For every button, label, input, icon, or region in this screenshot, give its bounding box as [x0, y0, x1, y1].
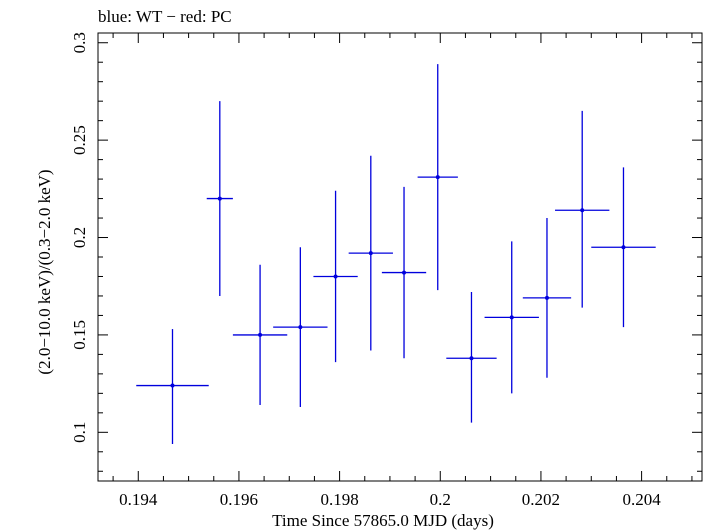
- data-point: [136, 329, 209, 444]
- data-point: [591, 167, 656, 328]
- x-tick-label: 0.204: [622, 490, 661, 509]
- data-marker: [170, 383, 175, 388]
- data-point: [555, 110, 610, 308]
- y-axis-label: (2.0−10.0 keV)/(0.3−2.0 keV): [35, 169, 54, 374]
- data-point: [417, 64, 458, 291]
- data-marker: [580, 208, 585, 213]
- data-point: [232, 264, 288, 406]
- y-tick-label: 0.3: [70, 32, 89, 53]
- data-point: [381, 186, 427, 359]
- data-marker: [509, 315, 514, 320]
- data-point: [522, 218, 572, 378]
- data-point: [348, 155, 393, 351]
- data-points: [136, 64, 656, 444]
- data-marker: [544, 295, 549, 300]
- x-tick-label: 0.2: [430, 490, 451, 509]
- data-marker: [402, 270, 407, 275]
- data-marker: [298, 325, 303, 330]
- x-tick-label: 0.196: [220, 490, 258, 509]
- data-point: [206, 101, 233, 296]
- x-tick-label: 0.194: [119, 490, 158, 509]
- data-point: [273, 247, 328, 407]
- chart-title: blue: WT − red: PC: [98, 7, 232, 26]
- data-point: [313, 190, 358, 363]
- data-marker: [258, 332, 263, 337]
- data-marker: [217, 196, 222, 201]
- x-tick-label: 0.202: [522, 490, 560, 509]
- data-marker: [368, 251, 373, 256]
- data-point: [484, 241, 539, 394]
- data-marker: [469, 356, 474, 361]
- axis-ticks: [98, 33, 702, 481]
- x-tick-label: 0.198: [320, 490, 358, 509]
- y-tick-label: 0.15: [70, 320, 89, 350]
- x-axis-label: Time Since 57865.0 MJD (days): [272, 511, 494, 530]
- data-marker: [333, 274, 338, 279]
- plot-frame: [97, 32, 703, 482]
- data-marker: [435, 175, 440, 180]
- data-point: [446, 292, 497, 423]
- y-tick-label: 0.2: [70, 227, 89, 248]
- data-marker: [621, 245, 626, 250]
- y-tick-label: 0.25: [70, 125, 89, 155]
- tick-labels: 0.194 0.196 0.198 0.2 0.202 0.204 0.1 0.15 0.2 0.…: [70, 32, 661, 509]
- y-tick-label: 0.1: [70, 422, 89, 443]
